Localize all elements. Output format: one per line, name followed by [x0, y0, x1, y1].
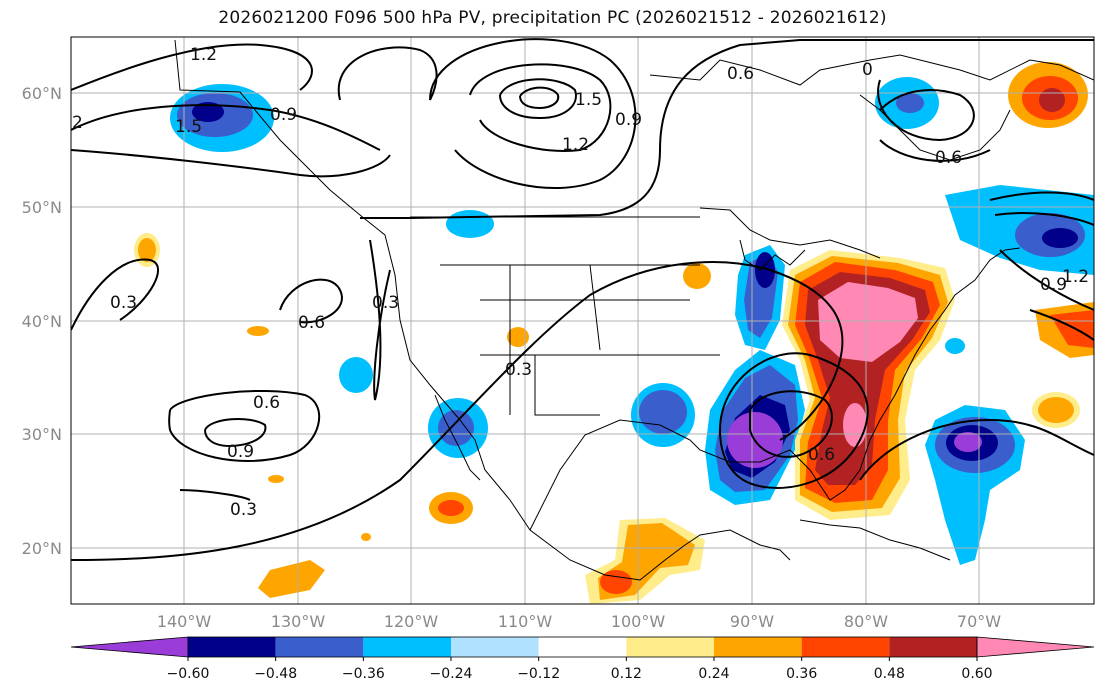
- colorbar: −0.60 −0.48 −0.36 −0.24 −0.12 0.12 0.24 0.36 0.4…: [70, 636, 1095, 682]
- contour-label: 0.6: [253, 393, 280, 413]
- contour-label: 0.9: [1040, 275, 1067, 295]
- colorbar-outline: [187, 636, 978, 658]
- colorbar-segment: [889, 637, 977, 657]
- colorbar-tick-label: 0.60: [961, 666, 992, 682]
- colorbar-tick-label: 0.12: [611, 666, 642, 682]
- colorbar-segment: [188, 637, 276, 657]
- lat-label: 50°N: [22, 198, 62, 217]
- colorbar-segment: [70, 636, 189, 658]
- colorbar-segment: [626, 637, 714, 657]
- graticule: [71, 37, 1094, 604]
- colorbar-segment: [801, 637, 890, 657]
- contour-label: 0.6: [935, 148, 962, 168]
- colorbar-ticks: −0.60 −0.48 −0.36 −0.24 −0.12 0.12 0.24 0.36 0.4…: [167, 657, 993, 682]
- contour-label: 1.2: [190, 45, 217, 65]
- lon-label: 130°W: [271, 612, 326, 631]
- colorbar-segment: [538, 637, 627, 657]
- pv-contours: [71, 38, 1094, 561]
- colorbar-tick-label: 0.24: [698, 666, 729, 682]
- lon-label: 80°W: [844, 612, 888, 631]
- colorbar-tick-label: −0.24: [430, 666, 473, 682]
- lon-label: 100°W: [611, 612, 666, 631]
- colorbar-tick-label: −0.60: [167, 666, 210, 682]
- contour-label: 0.3: [505, 360, 532, 380]
- map-frame: [70, 36, 1095, 605]
- contour-label: 2: [72, 113, 83, 133]
- lon-label: 140°W: [157, 612, 212, 631]
- contour-label: 0.9: [227, 442, 254, 462]
- colorbar-segment: [976, 636, 1095, 658]
- map-title: 2026021200 F096 500 hPa PV, precipitatio…: [218, 8, 887, 28]
- contour-label: 0.6: [727, 64, 754, 84]
- precip-shading: [134, 62, 1094, 604]
- lon-label: 90°W: [730, 612, 774, 631]
- colorbar-segment: [714, 637, 802, 657]
- lon-label: 70°W: [957, 612, 1001, 631]
- lat-label: 40°N: [22, 312, 62, 331]
- contour-label: 0.6: [298, 313, 325, 333]
- latitude-labels: 60°N 50°N 40°N 30°N 20°N: [22, 84, 62, 558]
- colorbar-segment: [451, 637, 539, 657]
- contour-label: 1.5: [175, 117, 202, 137]
- colorbar-tick-label: −0.48: [254, 666, 297, 682]
- contour-labels: 1.2 1.5 2 0.9 1.5 1.2 0.9 0.6 0.6 0.3 0.…: [72, 45, 1089, 520]
- longitude-labels: 140°W 130°W 120°W 110°W 100°W 90°W 80°W …: [157, 612, 1001, 631]
- contour-label: 1.2: [562, 135, 589, 155]
- colorbar-tick-label: 0.48: [874, 666, 905, 682]
- colorbar-segment: [275, 637, 364, 657]
- contour-label: 0.3: [372, 293, 399, 313]
- lon-label: 120°W: [384, 612, 439, 631]
- lon-label: 110°W: [498, 612, 553, 631]
- contour-label: 0.3: [110, 293, 137, 313]
- lat-label: 20°N: [22, 539, 62, 558]
- contour-label: 1.2: [1062, 267, 1089, 287]
- contour-label: 0: [862, 60, 873, 80]
- colorbar-tick-label: −0.12: [517, 666, 560, 682]
- colorbar-segment: [363, 637, 451, 657]
- lat-label: 60°N: [22, 84, 62, 103]
- colorbar-tick-label: 0.36: [786, 666, 817, 682]
- contour-label: 0.9: [615, 110, 642, 130]
- contour-label: 0.9: [270, 105, 297, 125]
- colorbar-tick-label: −0.36: [342, 666, 385, 682]
- contour-label: 0.3: [230, 500, 257, 520]
- colorbar-segments: [70, 636, 1095, 658]
- contour-label: 1.5: [575, 90, 602, 110]
- coastlines: [174, 39, 1094, 581]
- lat-label: 30°N: [22, 425, 62, 444]
- contour-label: 0.6: [808, 445, 835, 465]
